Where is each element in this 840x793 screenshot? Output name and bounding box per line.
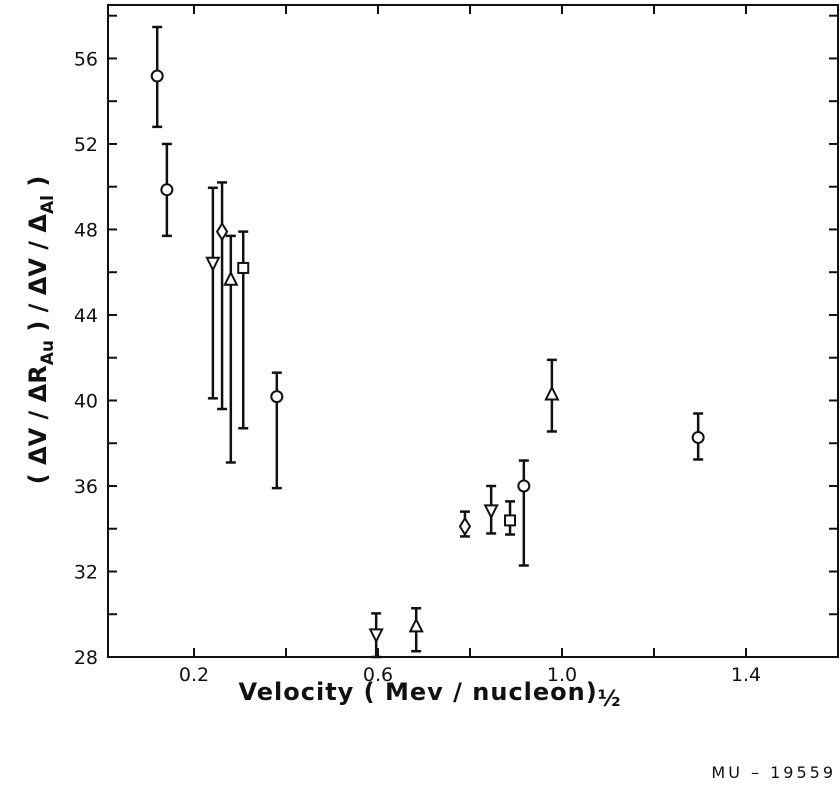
plot-frame bbox=[107, 4, 839, 658]
y-axis-label-subscript: Au bbox=[38, 340, 58, 365]
x-tick-label: 0.2 bbox=[179, 664, 209, 686]
marker-triangle-down bbox=[483, 504, 499, 520]
marker-circle bbox=[150, 69, 164, 83]
x-axis-label-text: Velocity ( Mev / nucleon) bbox=[238, 678, 597, 706]
y-tick-label: 28 bbox=[74, 647, 98, 669]
marker-circle bbox=[270, 390, 284, 404]
marker-triangle-up bbox=[544, 385, 560, 401]
annotation: MU – 19559 bbox=[711, 763, 836, 782]
y-tick-label: 36 bbox=[74, 476, 98, 498]
marker-triangle-up bbox=[223, 270, 239, 286]
marker-circle bbox=[517, 479, 531, 493]
marker-square bbox=[504, 514, 517, 527]
marker-circle bbox=[691, 430, 705, 444]
marker-triangle-up bbox=[408, 617, 424, 633]
y-tick-label: 44 bbox=[74, 305, 98, 327]
marker-square bbox=[237, 261, 250, 274]
marker-triangle-down bbox=[368, 628, 384, 644]
y-tick-label: 32 bbox=[74, 561, 98, 583]
marker-circle bbox=[160, 183, 174, 197]
x-axis-label-exponent: ½ bbox=[598, 687, 622, 712]
marker-diamond bbox=[458, 516, 472, 537]
y-axis-label-subscript: Al bbox=[38, 195, 58, 214]
y-axis-label-text: ) / ΔV / Δ bbox=[24, 214, 52, 340]
x-tick-label: 1.4 bbox=[731, 664, 761, 686]
y-tick-label: 40 bbox=[74, 390, 98, 412]
y-axis-label-text: ( ΔV / ΔR bbox=[24, 365, 52, 484]
x-tick-label: 1.0 bbox=[547, 664, 577, 686]
marker-triangle-down bbox=[205, 256, 221, 273]
y-tick-label: 52 bbox=[74, 134, 98, 156]
marker-diamond bbox=[215, 221, 229, 242]
y-tick-label: 48 bbox=[74, 219, 98, 241]
y-axis-label-text: ) bbox=[24, 176, 52, 195]
y-tick-label: 56 bbox=[74, 48, 98, 70]
x-axis-label: Velocity ( Mev / nucleon)½ bbox=[238, 678, 621, 712]
x-tick-label: 0.6 bbox=[363, 664, 393, 686]
y-axis-label: ( ΔV / ΔRAu ) / ΔV / ΔAl ) bbox=[24, 176, 58, 485]
